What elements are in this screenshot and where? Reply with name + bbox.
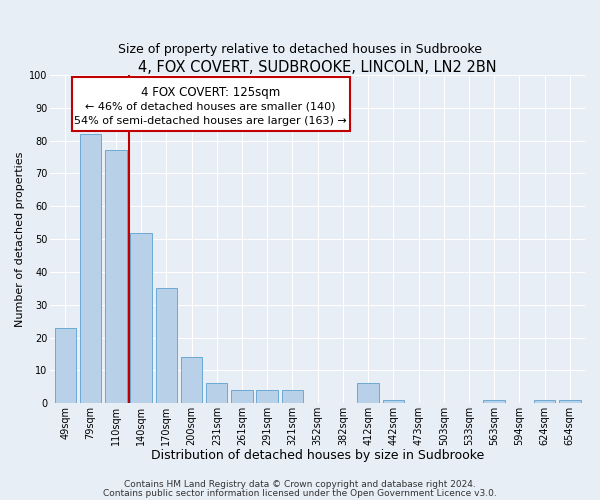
Bar (105, 150, 127, 403)
Text: Contains public sector information licensed under the Open Government Licence v3: Contains public sector information licen… (103, 488, 497, 498)
Bar (383, 400, 404, 403)
X-axis label: Distribution of detached houses by size in Sudbrooke: Distribution of detached houses by size … (151, 450, 484, 462)
Bar (155, 288, 177, 403)
Bar (256, 390, 278, 403)
Bar (534, 400, 556, 403)
Bar (484, 400, 505, 403)
Bar (80, 134, 101, 403)
Text: Contains HM Land Registry data © Crown copyright and database right 2024.: Contains HM Land Registry data © Crown c… (124, 480, 476, 489)
Bar (559, 400, 581, 403)
Bar (130, 232, 152, 403)
FancyBboxPatch shape (72, 76, 350, 131)
Text: ← 46% of detached houses are smaller (140): ← 46% of detached houses are smaller (14… (85, 102, 336, 112)
Bar (206, 384, 227, 403)
Bar (358, 384, 379, 403)
Bar (282, 390, 303, 403)
Text: 54% of semi-detached houses are larger (163) →: 54% of semi-detached houses are larger (… (74, 116, 347, 126)
Y-axis label: Number of detached properties: Number of detached properties (15, 152, 25, 327)
Text: 4 FOX COVERT: 125sqm: 4 FOX COVERT: 125sqm (141, 86, 280, 100)
Title: 4, FOX COVERT, SUDBROOKE, LINCOLN, LN2 2BN: 4, FOX COVERT, SUDBROOKE, LINCOLN, LN2 2… (139, 60, 497, 75)
Bar (231, 390, 253, 403)
Text: Size of property relative to detached houses in Sudbrooke: Size of property relative to detached ho… (118, 42, 482, 56)
Bar (55, 328, 76, 403)
Bar (181, 357, 202, 403)
